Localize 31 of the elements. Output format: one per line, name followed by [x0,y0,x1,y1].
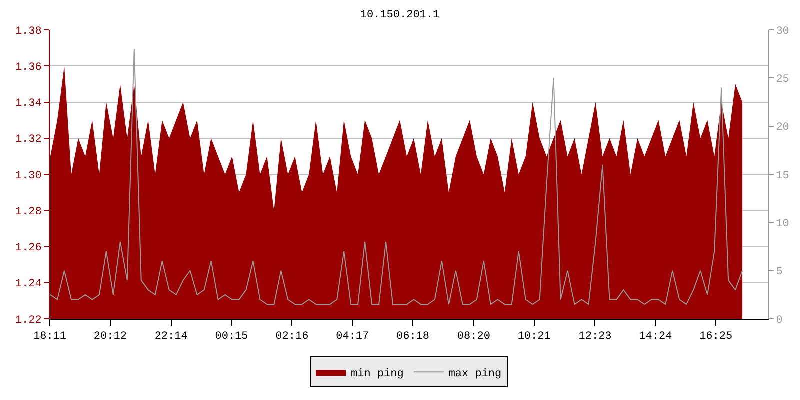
x-tick-label: 12:23 [578,331,612,344]
y2-tick-label: 20 [776,122,790,134]
x-tick-label: 06:18 [396,331,430,344]
y-tick-label: 1.30 [15,170,42,182]
legend-label: min ping [351,368,404,380]
x-tick-label: 02:16 [276,331,309,344]
x-tick-label: 16:25 [700,331,733,344]
y2-tick-label: 15 [776,170,790,182]
y2-tick-label: 30 [776,26,790,38]
x-tick-label: 14:24 [639,331,673,344]
y-tick-label: 1.38 [15,26,42,38]
x-tick-label: 22:14 [154,331,188,344]
y-tick-label: 1.22 [15,314,42,327]
y-tick-label: 1.32 [15,134,42,146]
y-tick-label: 1.28 [15,206,42,218]
x-tick-label: 10:21 [518,331,552,344]
chart-title: 10.150.201.1 [360,10,440,22]
y-tick-label: 1.24 [15,278,42,291]
y2-tick-label: 5 [776,266,783,279]
y2-tick-label: 0 [776,314,783,327]
y2-tick-label: 10 [776,218,790,231]
y-tick-label: 1.36 [15,62,42,74]
x-tick-label: 20:12 [94,331,127,344]
y-tick-label: 1.34 [15,98,42,110]
x-tick-label: 00:15 [215,331,248,344]
y2-tick-label: 25 [776,74,790,86]
legend-label: max ping [448,368,502,380]
x-tick-label: 04:17 [336,331,370,344]
x-tick-label: 08:20 [457,331,490,344]
y-tick-label: 1.26 [15,242,42,255]
x-tick-label: 18:11 [33,331,67,344]
